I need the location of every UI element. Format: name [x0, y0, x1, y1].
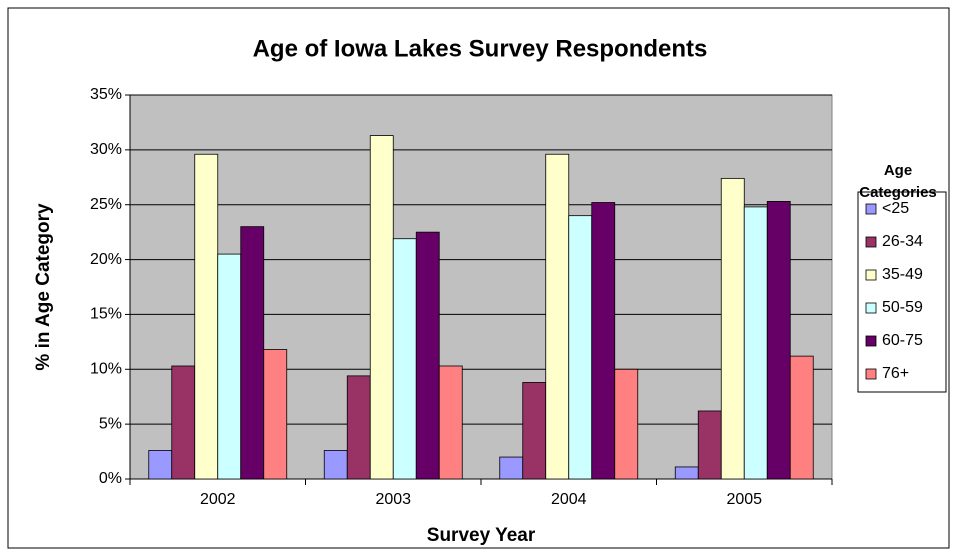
- legend-label: 76+: [882, 365, 909, 382]
- y-tick-label: 20%: [90, 251, 122, 268]
- bar: [171, 365, 196, 480]
- bar: [789, 355, 814, 480]
- legend-label: 50-59: [882, 299, 923, 316]
- bar: [674, 466, 699, 480]
- bar: [369, 135, 394, 480]
- legend-swatch: [865, 203, 877, 215]
- legend-swatch: [865, 269, 877, 281]
- bar: [148, 450, 173, 480]
- legend-swatch: [865, 335, 877, 347]
- y-tick-label: 10%: [90, 361, 122, 378]
- bar: [499, 456, 524, 480]
- bar: [545, 153, 570, 480]
- legend-label: 26-34: [882, 233, 923, 250]
- y-tick-label: 25%: [90, 196, 122, 213]
- bar: [415, 231, 440, 480]
- x-tick-label: 2003: [375, 491, 411, 508]
- bar: [392, 238, 417, 480]
- bar: [766, 201, 791, 480]
- y-tick-label: 35%: [90, 86, 122, 103]
- legend-swatch: [865, 302, 877, 314]
- y-axis-title: % in Age Category: [33, 203, 54, 371]
- legend-swatch: [865, 236, 877, 248]
- x-tick-label: 2005: [726, 491, 762, 508]
- legend-swatch: [865, 368, 877, 380]
- bar: [697, 410, 722, 480]
- bar: [568, 215, 593, 480]
- legend-label: <25: [882, 200, 909, 217]
- y-tick-label: 5%: [99, 415, 122, 432]
- legend-box: [857, 191, 947, 393]
- legend-label: 35-49: [882, 266, 923, 283]
- bar: [323, 450, 348, 480]
- bar: [346, 375, 371, 480]
- bar: [720, 177, 745, 480]
- legend-title: Age Categories: [859, 162, 937, 201]
- y-tick-label: 0%: [99, 470, 122, 487]
- bar: [591, 202, 616, 480]
- x-tick-label: 2002: [200, 491, 236, 508]
- y-tick-label: 15%: [90, 306, 122, 323]
- bar: [263, 349, 288, 480]
- chart-title: Age of Iowa Lakes Survey Respondents: [253, 35, 708, 62]
- legend-label: 60-75: [882, 332, 923, 349]
- bar: [240, 226, 265, 480]
- bar: [522, 382, 547, 480]
- y-tick-label: 30%: [90, 141, 122, 158]
- bar: [217, 253, 242, 480]
- bar: [438, 365, 463, 480]
- x-axis-title: Survey Year: [427, 525, 536, 546]
- bar: [614, 368, 639, 480]
- x-tick-label: 2004: [551, 491, 587, 508]
- bar: [194, 153, 219, 480]
- bar: [743, 206, 768, 480]
